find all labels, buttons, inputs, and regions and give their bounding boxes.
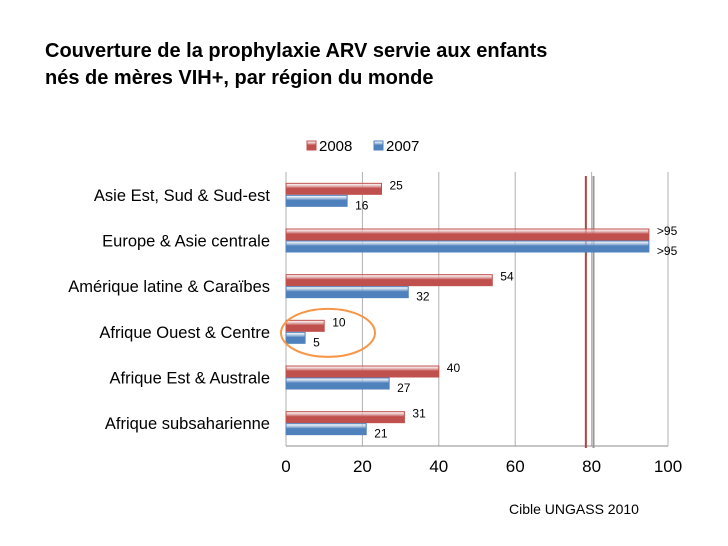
bar-2007	[285, 331, 306, 344]
chart-title: Couverture de la prophylaxie ARV servie …	[45, 38, 547, 92]
bar-2007	[285, 240, 650, 253]
legend-label-2008: 2008	[319, 138, 352, 155]
legend-label-2007: 2007	[386, 138, 419, 155]
legend-swatch-2007	[373, 140, 384, 151]
category-label: Europe & Asie centrale	[102, 233, 270, 251]
data-label-2008: 25	[390, 178, 404, 192]
data-label-2008: 40	[447, 361, 461, 375]
data-label-2007: 21	[374, 427, 388, 441]
legend: 2008 2007	[306, 138, 419, 155]
data-label-2007: 5	[313, 335, 320, 349]
bar-2007	[285, 286, 409, 299]
data-label-2007: 27	[397, 381, 411, 395]
target-caption: Cible UNGASS 2010	[509, 501, 639, 517]
x-tick-label: 40	[429, 457, 448, 476]
bar-2008	[285, 365, 440, 378]
category-label: Amérique latine & Caraïbes	[68, 278, 270, 296]
data-label-2008: 10	[332, 315, 346, 329]
bar-2008	[285, 319, 325, 332]
bar-2008	[285, 411, 405, 424]
labels: 0 20 40 60 80 100 25 16 Asie Est, Sud & Sud-est >…	[68, 178, 682, 476]
data-label-2008: 31	[412, 407, 426, 421]
bar-2008	[285, 182, 382, 195]
target-lines	[584, 176, 595, 448]
bar-2007	[285, 423, 367, 436]
legend-swatch-2008	[306, 140, 317, 151]
x-tick-label: 80	[582, 457, 601, 476]
bar-2007	[285, 194, 348, 207]
gridlines	[285, 172, 669, 447]
category-label: Afrique subsaharienne	[105, 415, 270, 433]
data-label-2007: >95	[657, 244, 678, 258]
bar-2007	[285, 377, 390, 390]
data-label-2008: 54	[500, 270, 514, 284]
chart-title-line1: Couverture de la prophylaxie ARV servie …	[45, 40, 548, 62]
x-tick-label: 100	[654, 457, 682, 476]
bars	[285, 182, 650, 436]
x-tick-label: 60	[506, 457, 525, 476]
data-label-2007: 32	[416, 290, 430, 304]
bar-2008	[285, 228, 650, 241]
bar-2008	[285, 274, 493, 287]
category-label: Asie Est, Sud & Sud-est	[94, 187, 271, 205]
chart-title-line2: nés de mères VIH+, par région du monde	[45, 67, 434, 89]
highlight-ellipse	[280, 307, 376, 358]
x-tick-label: 20	[353, 457, 372, 476]
category-label: Afrique Ouest & Centre	[99, 324, 270, 342]
x-tick-label: 0	[281, 457, 290, 476]
data-label-2008: >95	[657, 224, 678, 238]
category-label: Afrique Est & Australe	[110, 370, 271, 388]
data-label-2007: 16	[355, 198, 369, 212]
